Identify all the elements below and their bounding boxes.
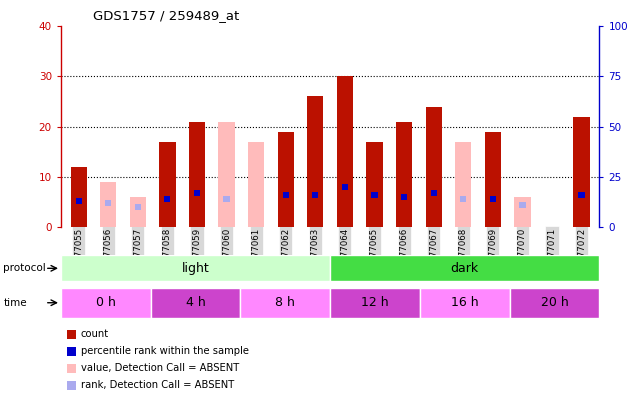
Bar: [485, 132, 501, 227]
Bar: [283, 192, 289, 198]
Bar: [396, 122, 412, 227]
Bar: [189, 122, 205, 227]
Bar: [307, 96, 324, 227]
Bar: [401, 194, 407, 200]
Text: 16 h: 16 h: [451, 296, 479, 309]
Bar: [460, 196, 467, 202]
Text: 8 h: 8 h: [275, 296, 296, 309]
Text: rank, Detection Call = ABSENT: rank, Detection Call = ABSENT: [81, 380, 234, 390]
Text: time: time: [3, 298, 27, 308]
Text: 12 h: 12 h: [361, 296, 389, 309]
Bar: [367, 142, 383, 227]
Bar: [159, 142, 176, 227]
Bar: [455, 142, 471, 227]
Bar: [426, 107, 442, 227]
Text: 4 h: 4 h: [186, 296, 205, 309]
Bar: [519, 202, 526, 208]
Bar: [61, 288, 151, 318]
Bar: [342, 184, 348, 190]
Text: value, Detection Call = ABSENT: value, Detection Call = ABSENT: [81, 363, 239, 373]
Text: light: light: [181, 262, 210, 275]
Bar: [431, 190, 437, 196]
Text: percentile rank within the sample: percentile rank within the sample: [81, 346, 249, 356]
Bar: [194, 190, 200, 196]
Bar: [574, 117, 590, 227]
Text: protocol: protocol: [3, 263, 46, 273]
Bar: [490, 196, 496, 202]
Bar: [578, 192, 585, 198]
Bar: [105, 200, 112, 206]
Bar: [129, 197, 146, 227]
Bar: [510, 288, 599, 318]
Bar: [330, 255, 599, 281]
Text: GDS1757 / 259489_at: GDS1757 / 259489_at: [93, 9, 239, 22]
Text: count: count: [81, 329, 109, 339]
Bar: [312, 192, 319, 198]
Bar: [71, 167, 87, 227]
Bar: [337, 77, 353, 227]
Bar: [371, 192, 378, 198]
Text: 0 h: 0 h: [96, 296, 116, 309]
Bar: [224, 196, 229, 202]
Bar: [240, 288, 330, 318]
Bar: [100, 182, 117, 227]
Bar: [61, 255, 330, 281]
Bar: [135, 204, 141, 210]
Bar: [248, 142, 264, 227]
Bar: [76, 198, 82, 204]
Bar: [330, 288, 420, 318]
Bar: [151, 288, 240, 318]
Bar: [219, 122, 235, 227]
Text: 20 h: 20 h: [540, 296, 569, 309]
Bar: [514, 197, 531, 227]
Bar: [164, 196, 171, 202]
Bar: [278, 132, 294, 227]
Text: dark: dark: [451, 262, 479, 275]
Bar: [420, 288, 510, 318]
